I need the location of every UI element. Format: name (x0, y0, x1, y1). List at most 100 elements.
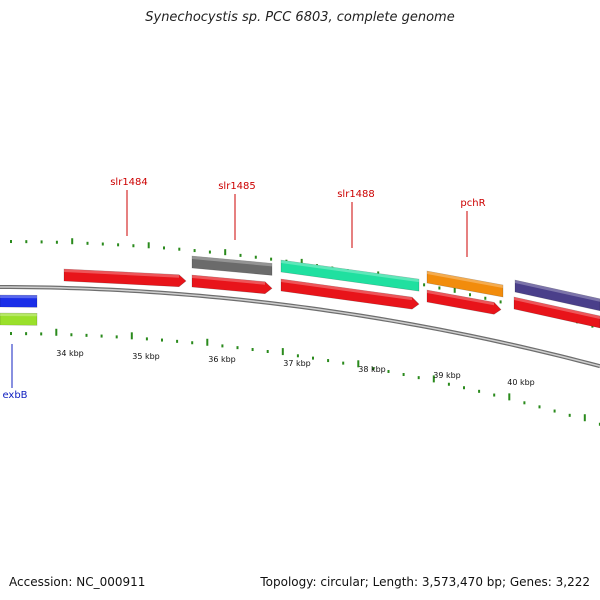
inner-tick (130, 332, 133, 340)
outer-tick (117, 243, 120, 247)
outer-tick (484, 296, 487, 300)
gene-feature-slr1488-box-shine (281, 260, 419, 283)
inner-tick (417, 376, 420, 380)
gene-label-slr1484: slr1484 (110, 177, 148, 188)
gene-feature-slr1485-shine (192, 275, 265, 285)
gene-feature-slr1485-box-shine (192, 256, 272, 267)
ruler-label: 35 kbp (132, 352, 160, 361)
inner-tick (553, 409, 556, 413)
outer-tick (453, 286, 456, 293)
inner-tick (40, 332, 43, 336)
ruler-label: 39 kbp (433, 371, 461, 380)
inner-tick (357, 360, 360, 368)
kbp-ruler-labels: 34 kbp 35 kbp 36 kbp 37 kbp 38 kbp 39 kbp 40 k… (56, 349, 535, 387)
inner-tick (372, 367, 375, 371)
gene-feature-slr1484 (63, 268, 187, 287)
inner-tick (236, 346, 239, 350)
inner-tick (432, 375, 435, 383)
outer-tick (101, 242, 104, 246)
inner-tick (478, 389, 481, 393)
inner-tick (70, 333, 73, 337)
ruler-label: 37 kbp (283, 359, 311, 368)
inner-tick (100, 334, 103, 338)
genome-title: Synechocystis sp. PCC 6803, complete gen… (145, 10, 455, 25)
inner-tick (206, 338, 209, 346)
outer-tick (208, 250, 211, 254)
inner-tick (493, 393, 496, 397)
inner-tick (191, 341, 194, 345)
gene-feature-slr1488-box (280, 259, 420, 292)
outer-tick (300, 258, 303, 265)
gene-features (0, 255, 600, 329)
ruler-label: 34 kbp (56, 349, 84, 358)
outer-tick (132, 244, 135, 248)
gene-feature-pchR (426, 289, 502, 315)
gene-labels: slr1484 slr1485 slr1488 pchR exbB (2, 177, 485, 401)
gene-feature-blue (0, 294, 38, 308)
outer-tick (86, 241, 89, 245)
gene-feature-pchR-box-shine (427, 271, 503, 288)
inner-tick (387, 369, 390, 373)
outer-tick (254, 255, 257, 259)
gene-feature-slr1485 (191, 274, 273, 295)
gene-feature-slr1485-box (191, 255, 273, 276)
inner-tick (568, 413, 571, 417)
inner-tick (523, 401, 526, 405)
outer-tick (438, 286, 441, 290)
inner-tick (327, 359, 330, 363)
inner-tick (251, 348, 254, 352)
inner-tick (55, 328, 58, 336)
outer-tick (25, 240, 28, 244)
inner-tick (10, 332, 12, 336)
outer-tick (224, 249, 227, 256)
backbone-line (0, 285, 600, 369)
gene-feature-next-box-shine (515, 280, 600, 302)
inner-tick (266, 349, 269, 353)
inner-tick (161, 338, 163, 342)
inner-tick (145, 337, 148, 341)
inner-tick (85, 333, 88, 337)
ruler-label: 40 kbp (507, 378, 535, 387)
gene-label-exbB: exbB (2, 390, 27, 401)
inner-tick (598, 422, 600, 426)
gene-feature-pchR-box (426, 270, 504, 298)
accession-label: Accession: NC_000911 (9, 575, 146, 589)
outer-tick (239, 253, 242, 257)
outer-tick (469, 293, 471, 297)
genome-backbone (0, 285, 600, 369)
inner-tick-track (10, 328, 600, 426)
gene-feature-pchR-shine (427, 290, 494, 306)
inner-tick (176, 339, 179, 343)
inner-tick (447, 382, 450, 386)
inner-tick (508, 393, 511, 401)
outer-tick (55, 240, 58, 244)
outer-tick (71, 238, 74, 245)
gene-feature-exbB (0, 312, 38, 326)
ruler-label: 36 kbp (208, 355, 236, 364)
gene-feature-blue-shine (0, 295, 37, 299)
outer-tick (40, 240, 43, 244)
inner-tick (402, 373, 405, 377)
outer-tick (178, 247, 181, 251)
inner-tick (463, 386, 465, 390)
backbone-highlight (0, 286, 600, 367)
gene-feature-exbB-shine (0, 313, 37, 317)
inner-tick (25, 332, 28, 336)
inner-tick (281, 348, 284, 356)
ruler-label: 38 kbp (358, 365, 386, 374)
inner-tick (312, 356, 314, 360)
gene-feature-slr1484-shine (64, 269, 179, 278)
gene-feature-next-box (514, 279, 600, 312)
inner-tick (221, 344, 224, 348)
gene-label-slr1485: slr1485 (218, 181, 256, 192)
inner-tick (342, 361, 345, 365)
gene-feature-slr1488-shine (281, 279, 412, 301)
outer-tick (10, 240, 12, 244)
gene-feature-next-shine (514, 297, 600, 319)
outer-tick (423, 283, 426, 287)
outer-tick (147, 242, 150, 249)
inner-tick (296, 354, 299, 358)
outer-tick (163, 246, 165, 250)
outer-tick (270, 257, 273, 261)
